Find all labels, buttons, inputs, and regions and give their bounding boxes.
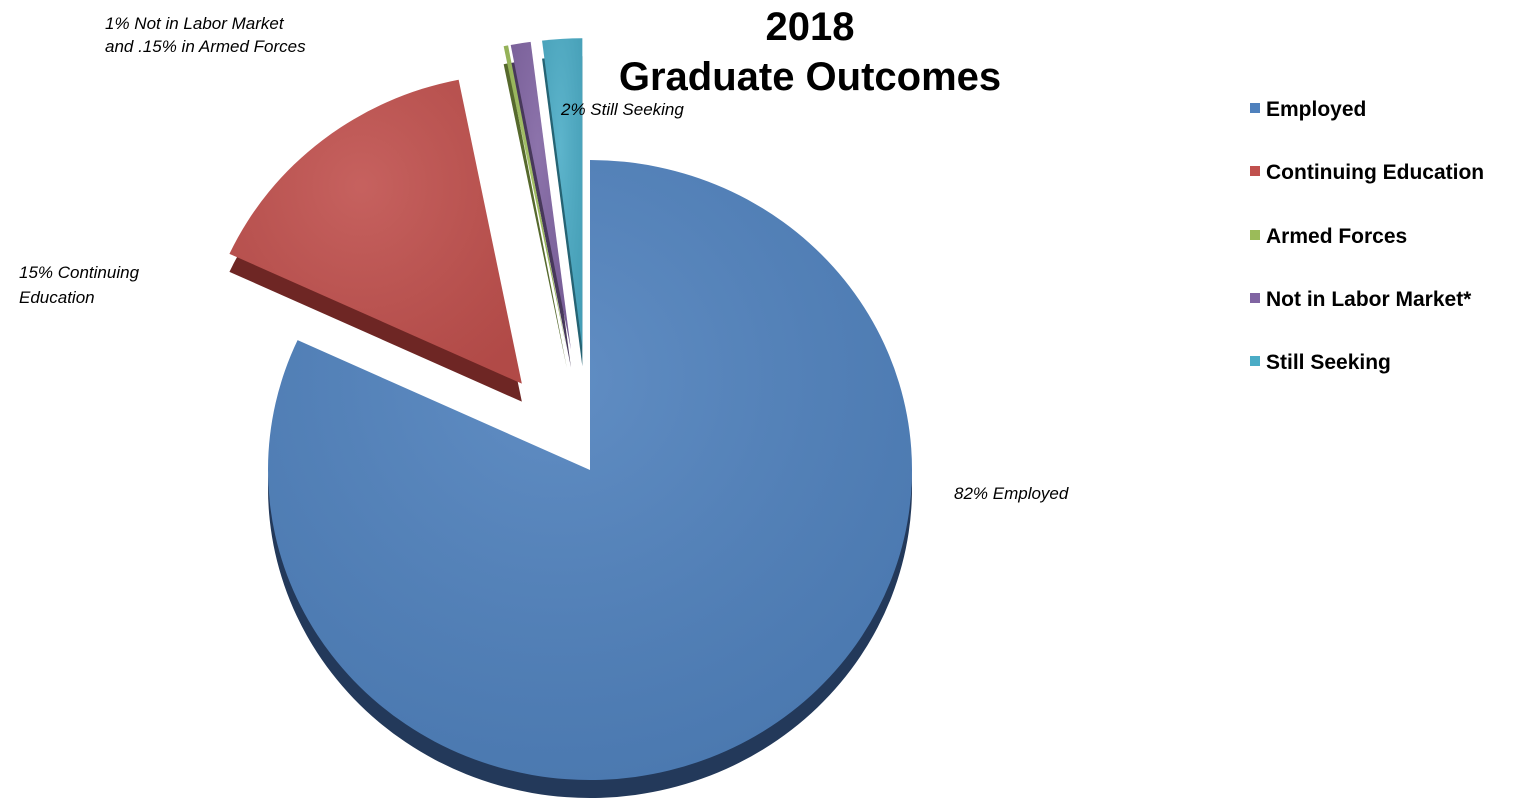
slice-label-line: 1% Not in Labor Market xyxy=(105,14,285,33)
slice-label-line: Education xyxy=(19,288,95,307)
slice-label-still-seeking: 2% Still Seeking xyxy=(560,100,684,119)
pie-slice-sheen-armed-forces xyxy=(503,45,567,351)
legend-item-employed: Employed xyxy=(1250,98,1366,121)
legend-label: Not in Labor Market* xyxy=(1266,288,1472,311)
legend-swatch-employed xyxy=(1250,103,1260,113)
pie-slice-side-armed-forces xyxy=(503,63,567,369)
legend-label: Continuing Education xyxy=(1266,161,1484,184)
legend-label: Employed xyxy=(1266,98,1366,121)
slice-label-employed: 82% Employed xyxy=(954,484,1069,503)
chart-title: Graduate Outcomes xyxy=(619,55,1001,99)
legend-swatch-still-seeking xyxy=(1250,356,1260,366)
legend-item-continuing-education: Continuing Education xyxy=(1250,161,1484,184)
legend: Employed Continuing Education Armed Forc… xyxy=(1250,98,1484,374)
pie-slice-sheen-employed xyxy=(268,160,913,780)
legend-swatch-not-in-labor-market xyxy=(1250,293,1260,303)
slice-label-not-in-labor-market: 1% Not in Labor Market and .15% in Armed… xyxy=(105,14,306,56)
legend-label: Still Seeking xyxy=(1266,351,1391,374)
legend-item-still-seeking: Still Seeking xyxy=(1250,351,1391,374)
legend-item-armed-forces: Armed Forces xyxy=(1250,225,1407,248)
pie-slices xyxy=(229,38,913,798)
slice-label-continuing-education: 15% Continuing Education xyxy=(19,263,144,307)
pie-slice-side-not-in-labor-market xyxy=(510,59,571,368)
pie-slice-sheen-still-seeking xyxy=(542,38,583,349)
legend-swatch-continuing-education xyxy=(1250,166,1260,176)
chart-title-year: 2018 xyxy=(766,5,855,49)
slice-label-line: and .15% in Armed Forces xyxy=(105,37,306,56)
legend-swatch-armed-forces xyxy=(1250,230,1260,240)
pie-slice-sheen-not-in-labor-market xyxy=(510,41,571,350)
pie-slice-sheen-continuing-education xyxy=(229,79,522,384)
legend-item-not-in-labor-market: Not in Labor Market* xyxy=(1250,288,1472,311)
slice-label-line: 15% Continuing xyxy=(19,263,140,282)
legend-label: Armed Forces xyxy=(1266,225,1407,248)
